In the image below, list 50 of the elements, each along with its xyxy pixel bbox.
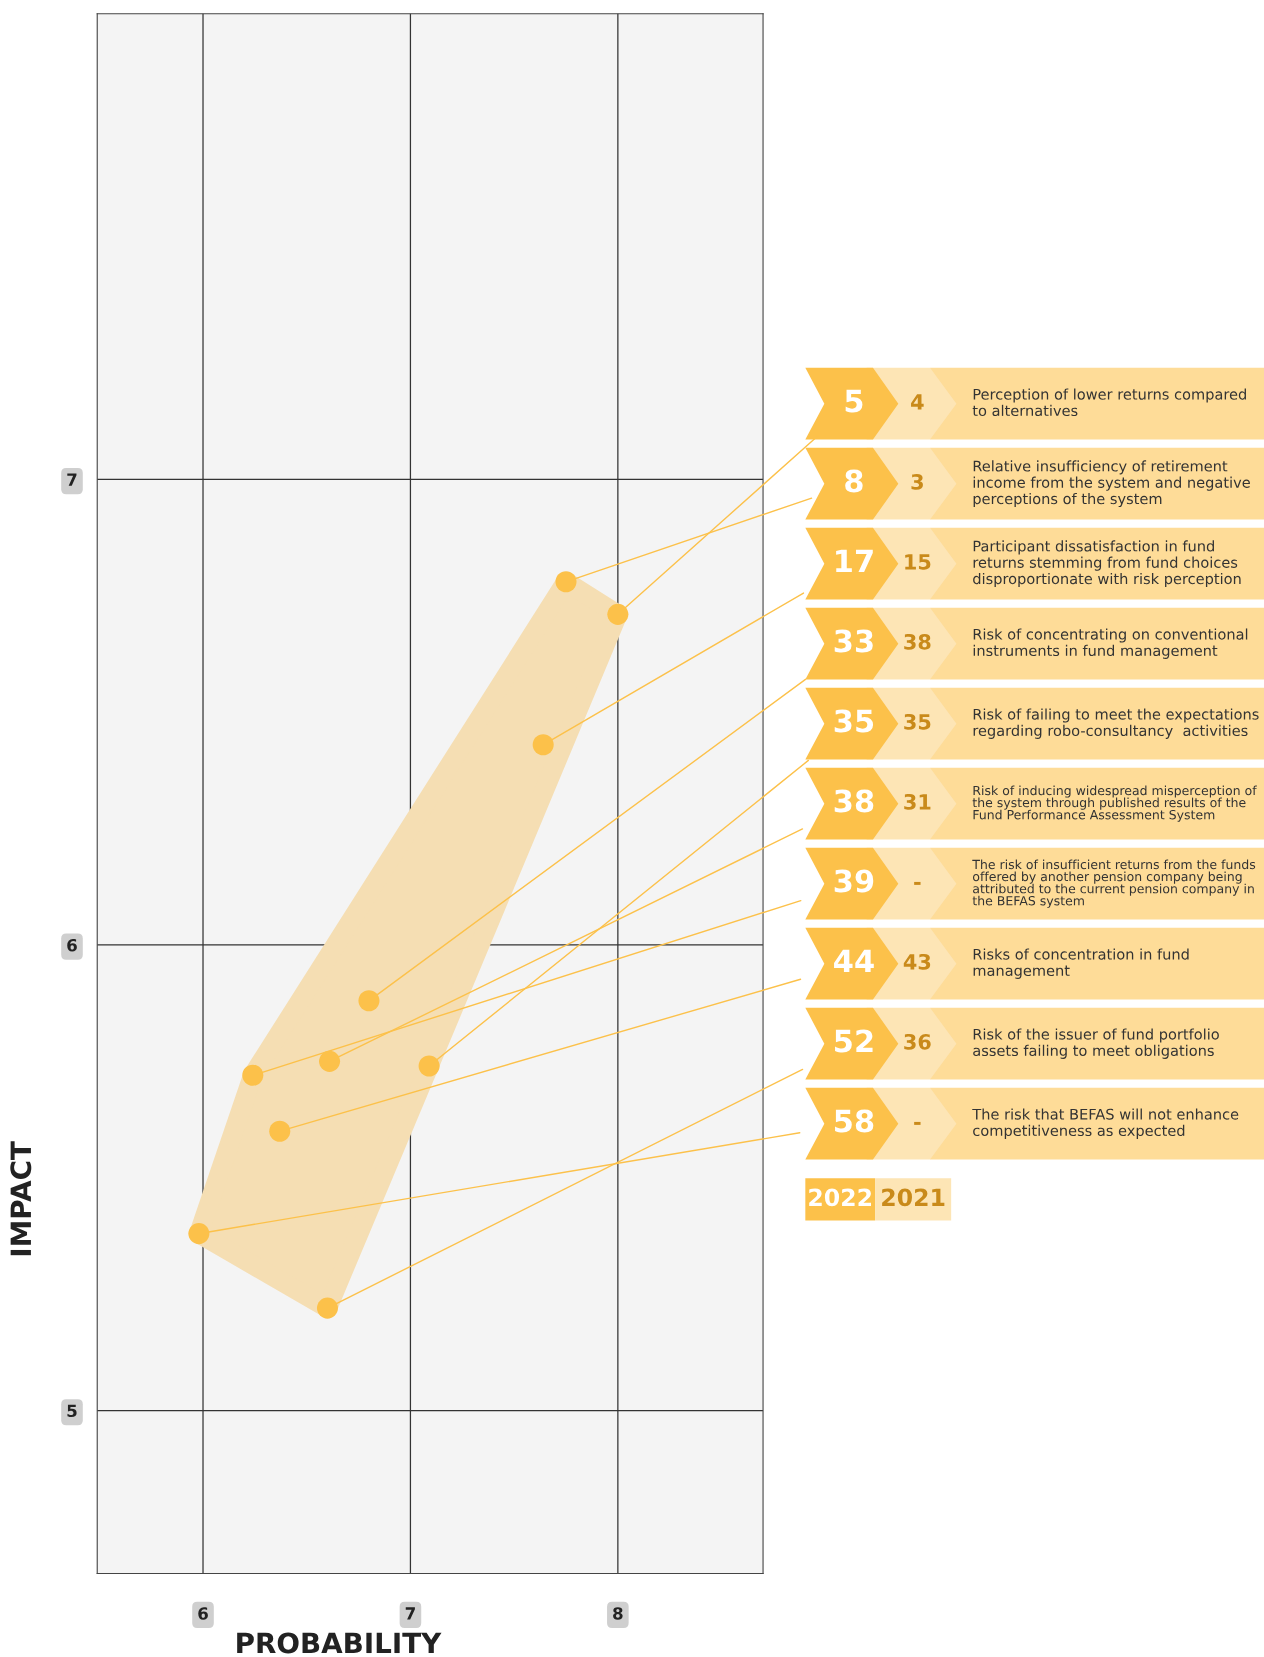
text: 36 (904, 1033, 931, 1050)
y-tick-label: 5 (67, 1404, 77, 1418)
x-tick-label: 8 (613, 1607, 623, 1620)
text: The risk of insufficient returns from the funds offered by another pension company being attributed to the current pension company in the BEFAS system (972, 859, 1256, 908)
text: Risk of inducing widespread misperception of the system through published results of the Fund Performance Assessment System (972, 785, 1257, 822)
text: The risk that BEFAS will not enhance competitiveness as expected (972, 1108, 1239, 1139)
point (418, 1055, 440, 1077)
text: - (914, 1121, 921, 1125)
text: Risk of failing to meet the expectations regarding robo-consultancy activities (973, 708, 1259, 739)
x-axis-title: PROBABILITY (237, 1632, 442, 1654)
annotation: 17 (836, 549, 873, 573)
text: 43 (903, 953, 931, 970)
x-tick-label: 6 (198, 1607, 208, 1620)
point (555, 571, 577, 593)
text: 35 (904, 713, 931, 730)
x-tick-label: 7 (405, 1607, 415, 1620)
annotation: 52 (835, 1029, 873, 1053)
annotation: 33 (834, 629, 873, 653)
point (358, 990, 380, 1012)
point (316, 1297, 338, 1319)
text: Relative insufficiency of retirement income from the system and negative perceptions of the system (973, 460, 1250, 508)
text: 31 (904, 793, 931, 810)
text: 3 (911, 473, 923, 490)
text: Risk of the issuer of fund portfolio assets failing to meet obligations (973, 1028, 1219, 1059)
text: 4 (911, 394, 924, 410)
text: - (914, 881, 921, 885)
annotation: 39 (834, 869, 874, 893)
point (532, 734, 554, 756)
annotation: 38 (834, 789, 874, 813)
annotation: 58 (835, 1109, 874, 1133)
text: Risk of concentrating on conventional instruments in fund management (973, 628, 1248, 659)
point (319, 1050, 341, 1072)
text: 2021 (882, 1188, 945, 1207)
annotation: 44 (834, 949, 874, 973)
y-axis-title: IMPACT (10, 1141, 32, 1256)
text: 38 (904, 633, 931, 650)
point (607, 603, 629, 625)
text: Perception of lower returns compared to alternatives (972, 388, 1246, 417)
text: 2022 (809, 1188, 872, 1207)
text: Participant dissatisfaction in fund returns stemming from fund choices disproportionate with risk perception (973, 540, 1241, 588)
text: Risks of concentration in fund management (973, 948, 1189, 979)
point (269, 1120, 291, 1142)
text: 15 (905, 554, 931, 570)
y-tick-label: 7 (67, 473, 77, 486)
annotation: 35 (834, 709, 874, 733)
annotation: 5 (845, 389, 863, 413)
annotation: 8 (845, 469, 863, 493)
point (242, 1064, 264, 1086)
y-tick-label: 6 (67, 938, 77, 952)
point (188, 1223, 210, 1245)
